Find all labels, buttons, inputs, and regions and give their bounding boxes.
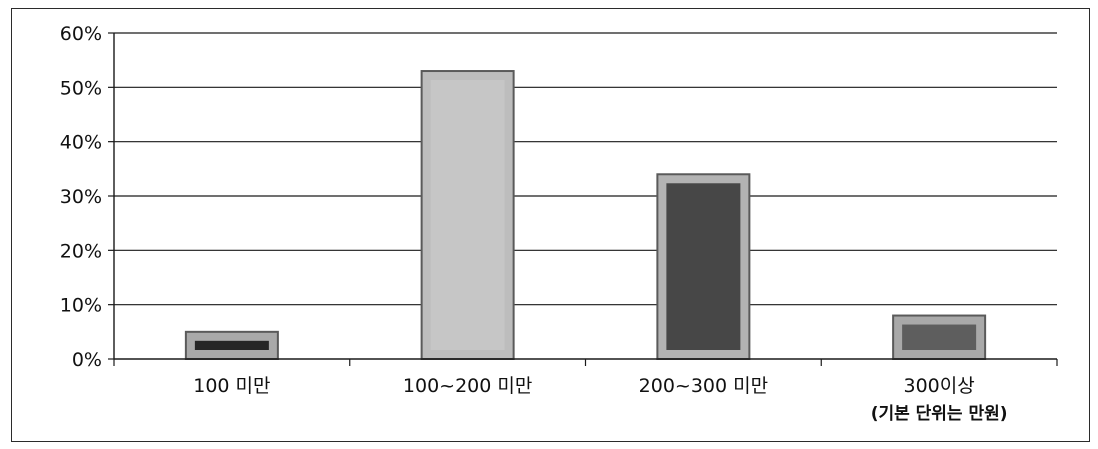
x-tick-label: 300이상 [904, 375, 975, 397]
y-tick-label: 30% [60, 186, 102, 208]
x-tick-label: 200~300 미만 [639, 375, 768, 397]
x-tick-note: (기본 단위는 만원) [871, 404, 1008, 424]
y-tick-label: 10% [60, 295, 102, 317]
y-tick-label: 0% [72, 349, 102, 371]
gridlines [114, 32, 1057, 306]
y-tick-label: 60% [60, 23, 102, 45]
y-tick-label: 50% [60, 77, 102, 99]
y-axis-ticks: 0% 10% 20% 30% 40% 50% 60% [60, 23, 114, 371]
bar-inner [430, 80, 505, 351]
bar-inner [194, 340, 269, 350]
y-tick-label: 20% [60, 240, 102, 262]
x-tick-label: 100~200 미만 [403, 375, 532, 397]
x-axis [113, 33, 1058, 366]
x-axis-labels: 100 미만 100~200 미만 200~300 미만 300이상 (기본 단위는 만… [193, 375, 1007, 424]
chart-frame [11, 8, 1090, 442]
x-tick-label: 100 미만 [193, 375, 270, 397]
bars [184, 70, 987, 361]
bar-inner [666, 183, 741, 350]
bar-inner [902, 324, 977, 350]
y-tick-label: 40% [60, 132, 102, 154]
